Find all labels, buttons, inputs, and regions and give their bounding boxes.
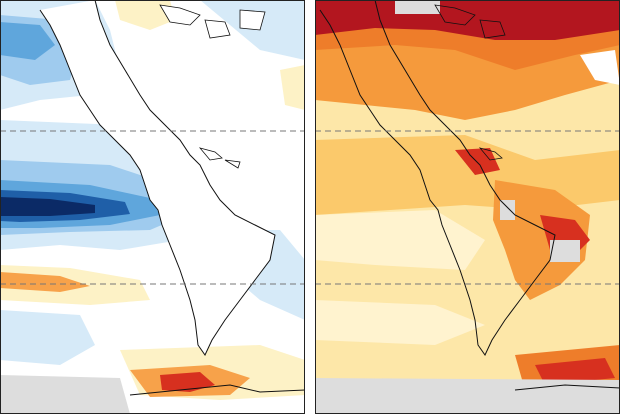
left-antarctica-outline <box>129 384 305 396</box>
left-orange-south <box>0 272 90 292</box>
right-missing-data-top <box>395 0 440 14</box>
left-yellow-north <box>115 0 175 30</box>
right-arctic-islands <box>434 4 506 39</box>
left-caribbean-islands <box>198 147 241 169</box>
right-caribbean-islands <box>478 147 503 161</box>
right-pale-south-2 <box>315 300 485 345</box>
right-red-antarctic <box>535 358 615 385</box>
left-missing-data <box>0 375 130 414</box>
right-dark-red-north <box>315 0 620 40</box>
left-navy-tropics <box>0 197 95 216</box>
right-americas-outline <box>319 0 556 356</box>
left-yellow-east <box>280 65 305 110</box>
left-arctic-islands <box>159 4 266 39</box>
right-red-central-america <box>455 148 500 175</box>
left-anomaly-map <box>0 0 305 414</box>
left-americas-outline <box>39 0 276 356</box>
right-white-north <box>580 50 620 85</box>
left-blue-north <box>0 22 55 60</box>
right-map-panel <box>315 0 620 414</box>
right-missing-data-bottom <box>315 378 620 414</box>
left-light-blue-ne <box>200 0 305 60</box>
right-orange-south-america <box>493 180 590 300</box>
right-antarctica-outline <box>514 384 620 391</box>
right-missing-data-1 <box>500 200 515 220</box>
left-light-blue-south <box>0 310 95 365</box>
right-missing-data-2 <box>550 240 580 262</box>
right-anomaly-map <box>315 0 620 414</box>
left-map-panel <box>0 0 305 414</box>
left-red-antarctic <box>160 372 215 392</box>
